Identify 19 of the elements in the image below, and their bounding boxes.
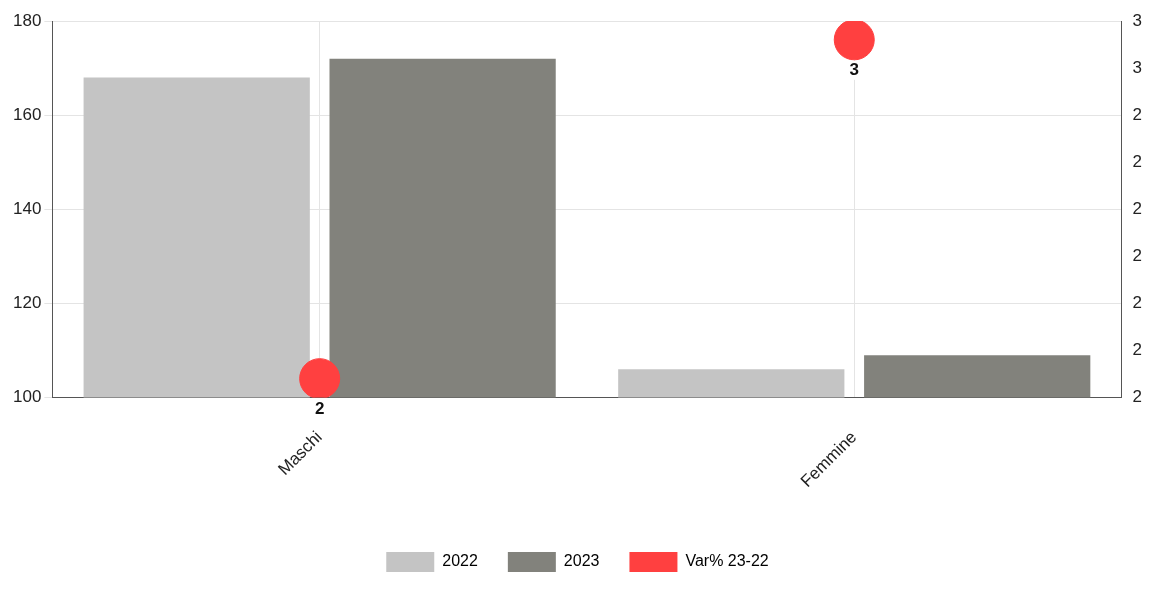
data-label: 2 bbox=[314, 398, 325, 418]
y2-tick-label: 2 bbox=[1132, 293, 1143, 313]
y-tick-label: 100 bbox=[12, 387, 42, 407]
legend-label: Var% 23-22 bbox=[685, 552, 769, 570]
y-tick-label: 140 bbox=[12, 198, 42, 218]
data-label: 3 bbox=[849, 60, 859, 80]
y2-tick-label: 3 bbox=[1132, 57, 1143, 77]
y2-tick-label: 2 bbox=[1132, 198, 1143, 218]
y2-tick-label: 2 bbox=[1132, 151, 1143, 171]
y2-tick-label: 2 bbox=[1132, 387, 1143, 407]
y2-tick-label: 2 bbox=[1132, 245, 1143, 265]
y-tick-label: 180 bbox=[12, 10, 42, 30]
y2-tick-label: 3 bbox=[1132, 10, 1143, 30]
legend-label: 2022 bbox=[442, 552, 478, 570]
y2-tick-label: 2 bbox=[1132, 104, 1143, 124]
y2-tick-label: 2 bbox=[1132, 340, 1143, 360]
legend-label: 2023 bbox=[563, 552, 600, 570]
y-tick-label: 120 bbox=[12, 293, 42, 313]
y-tick-label: 160 bbox=[12, 104, 42, 124]
